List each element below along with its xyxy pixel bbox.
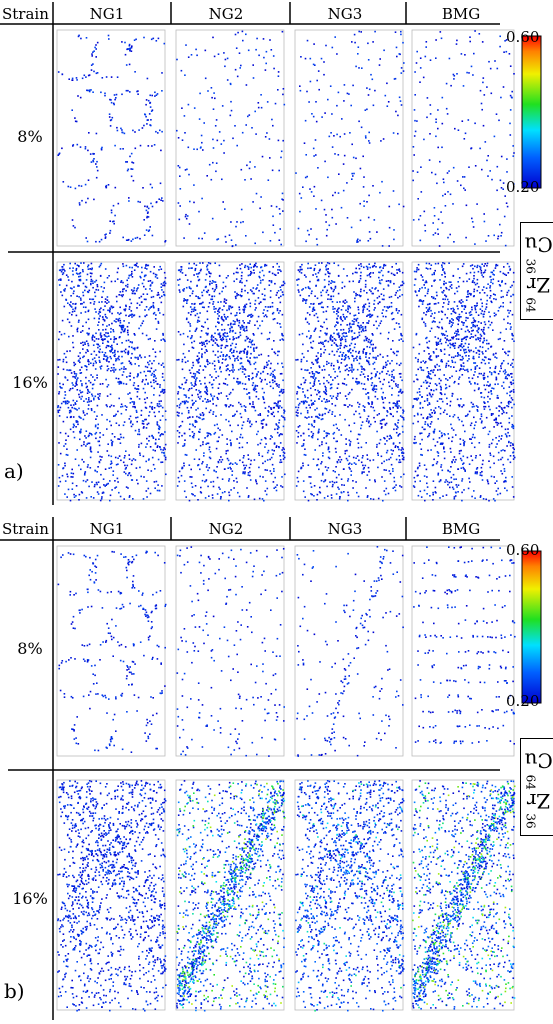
map-ng2-8pct [175, 545, 285, 757]
colorbar-max-a: 0.60 [506, 28, 540, 46]
strain-label-16-a: 16% [12, 373, 48, 392]
colorbar [521, 35, 542, 189]
map-bmg-16pct [411, 779, 516, 1011]
map-ng3-16pct [294, 261, 405, 502]
strain-header-a: Strain [2, 5, 49, 23]
col-header-ng1-b: NG1 [89, 520, 125, 538]
colorbar-min-a: 0.20 [506, 178, 540, 196]
map-ng2-16pct [175, 261, 286, 502]
map-ng1-16pct [56, 779, 167, 1012]
map-bmg-8pct [411, 545, 516, 757]
colorbar [521, 550, 542, 704]
map-ng2-16pct [175, 779, 286, 1012]
col-header-bmg-a: BMG [441, 5, 481, 23]
col-header-ng3-a: NG3 [327, 5, 363, 23]
map-ng3-8pct [294, 29, 405, 247]
composition-label-a: Cu36Zr64 [520, 222, 553, 320]
maps [56, 29, 516, 1012]
colorbar-max-b: 0.60 [506, 541, 540, 559]
composition-label-b: Cu64Zr36 [520, 738, 553, 836]
col-header-ng2-b: NG2 [208, 520, 244, 538]
col-header-ng2-a: NG2 [208, 5, 244, 23]
panel-label-b: b) [4, 979, 25, 1003]
strain-label-8-a: 8% [17, 127, 43, 146]
strain-label-8-b: 8% [17, 639, 43, 658]
map-ng2-8pct [175, 29, 286, 248]
colorbar-min-b: 0.20 [506, 692, 540, 710]
panel-label-a: a) [4, 459, 24, 483]
col-header-bmg-b: BMG [441, 520, 481, 538]
strain-header-b: Strain [2, 520, 49, 538]
map-bmg-8pct [411, 29, 515, 247]
grid-lines [0, 2, 500, 1020]
strain-label-16-b: 16% [12, 889, 48, 908]
map-ng1-16pct [56, 261, 167, 502]
colorbars [521, 35, 542, 704]
map-ng1-8pct [56, 29, 167, 247]
map-ng3-8pct [294, 545, 404, 757]
map-bmg-16pct [411, 261, 516, 502]
map-ng1-8pct [56, 545, 167, 757]
map-ng3-16pct [294, 779, 405, 1012]
col-header-ng1-a: NG1 [89, 5, 125, 23]
col-header-ng3-b: NG3 [327, 520, 363, 538]
